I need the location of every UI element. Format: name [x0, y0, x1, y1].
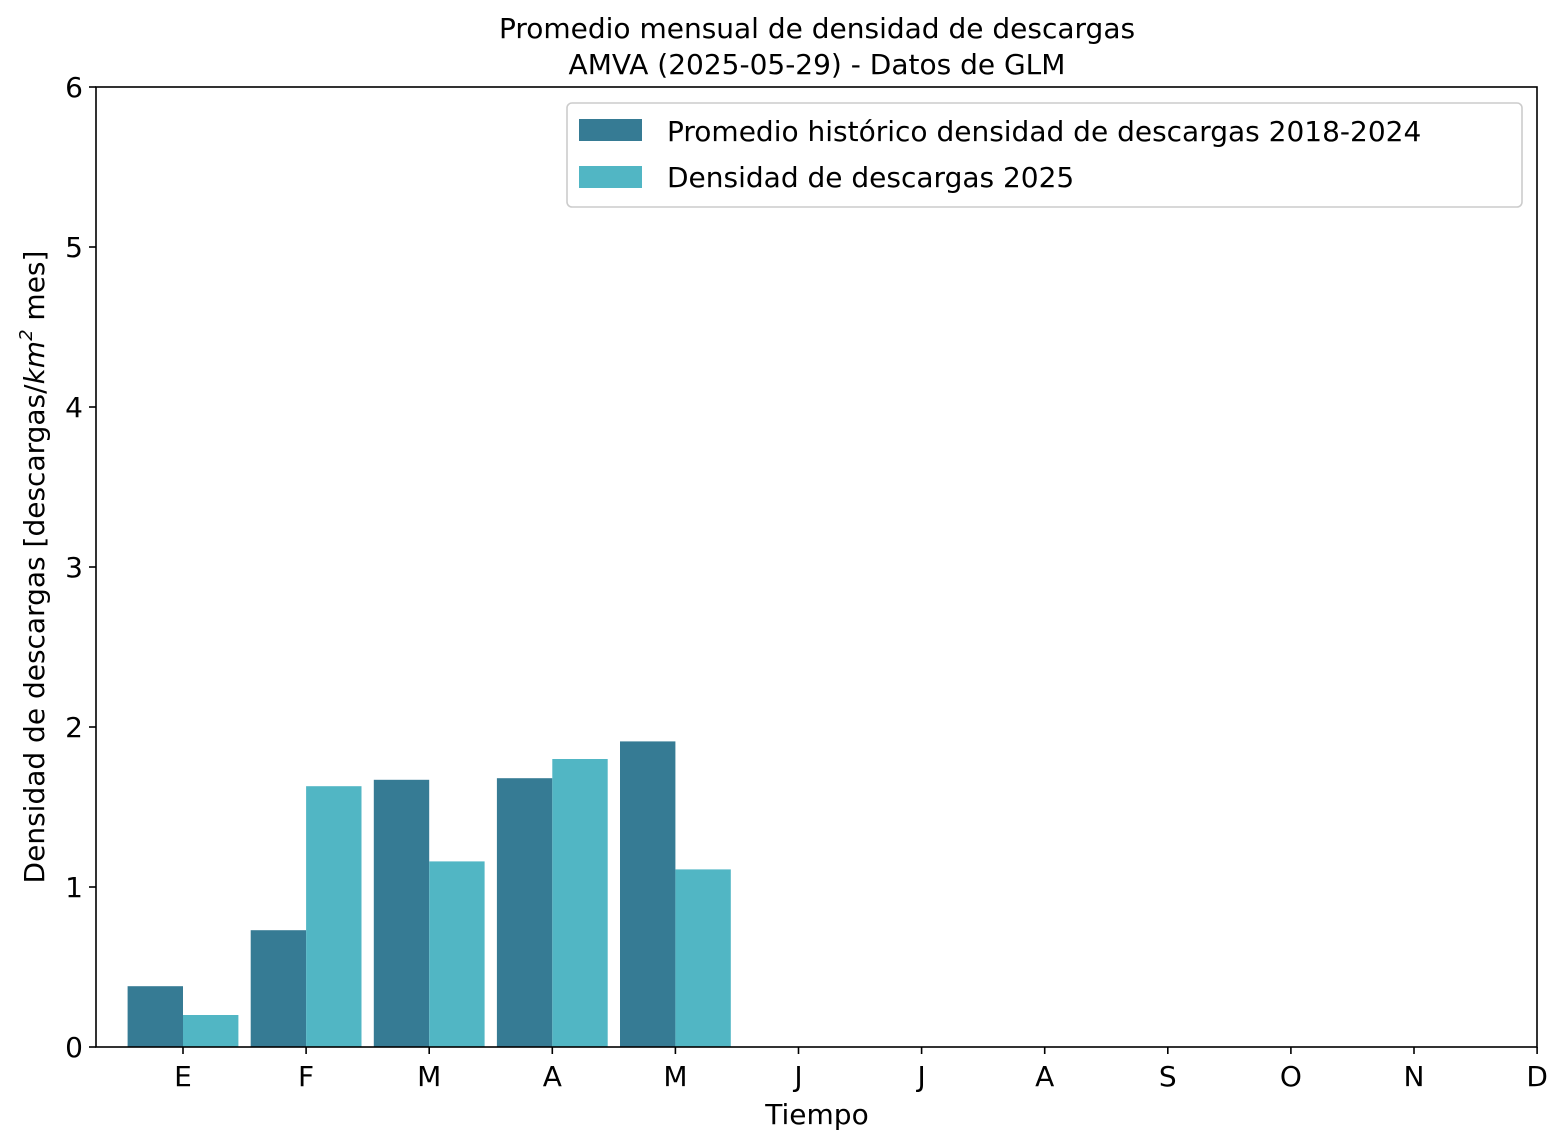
bar-2025-1: [306, 786, 362, 1047]
y-tick-label-5: 5: [65, 231, 83, 264]
x-tick-label-4: M: [663, 1060, 687, 1093]
y-axis-label-prefix: Densidad de descargas [descargas/: [18, 384, 51, 884]
y-tick-label-0: 0: [65, 1031, 83, 1064]
bar-historical-2: [373, 779, 430, 1047]
y-axis: 0 1 2 3 4 5 6: [65, 71, 96, 1064]
y-axis-label-unit: km: [18, 341, 51, 385]
bar-historical-1: [250, 930, 307, 1047]
x-tick-label-10: N: [1404, 1060, 1425, 1093]
x-tick-label-3: A: [543, 1060, 562, 1093]
x-tick-label-0: E: [174, 1060, 192, 1093]
x-axis-label: Tiempo: [764, 1098, 868, 1131]
x-tick-label-1: F: [298, 1060, 314, 1093]
y-axis-label: Densidad de descargas [descargas/km2 mes…: [16, 251, 51, 884]
bar-historical-3: [496, 778, 553, 1047]
legend-label-2025: Densidad de descargas 2025: [667, 161, 1074, 194]
bar-historical-4: [620, 741, 676, 1047]
bar-2025-2: [429, 861, 485, 1047]
y-tick-label-3: 3: [65, 551, 83, 584]
legend-swatch-2025: [579, 166, 642, 188]
x-tick-label-9: O: [1280, 1060, 1302, 1093]
x-tick-label-8: S: [1159, 1060, 1177, 1093]
y-tick-label-2: 2: [65, 711, 83, 744]
y-axis-label-suffix: mes]: [18, 251, 51, 330]
bars-group: [127, 741, 731, 1047]
x-tick-label-5: J: [792, 1060, 802, 1093]
bar-2025-4: [675, 869, 731, 1047]
y-tick-label-4: 4: [65, 391, 83, 424]
legend: Promedio histórico densidad de descargas…: [566, 102, 1523, 208]
chart-subtitle: AMVA (2025-05-29) - Datos de GLM: [569, 48, 1066, 81]
y-axis-label-exponent: 2: [16, 329, 37, 340]
bar-2025-0: [183, 1015, 239, 1047]
x-tick-label-6: J: [915, 1060, 925, 1093]
x-tick-label-11: D: [1526, 1060, 1548, 1093]
chart-title: Promedio mensual de densidad de descarga…: [499, 12, 1135, 45]
legend-frame: [566, 102, 1523, 208]
bar-historical-0: [127, 986, 183, 1047]
legend-swatch-historical: [579, 119, 642, 141]
x-tick-label-7: A: [1035, 1060, 1054, 1093]
x-tick-label-2: M: [417, 1060, 441, 1093]
plot-frame: [95, 86, 1538, 1048]
legend-label-historical: Promedio histórico densidad de descargas…: [667, 115, 1421, 148]
bar-2025-3: [552, 759, 608, 1047]
y-tick-label-1: 1: [65, 871, 83, 904]
y-tick-label-6: 6: [65, 71, 83, 104]
